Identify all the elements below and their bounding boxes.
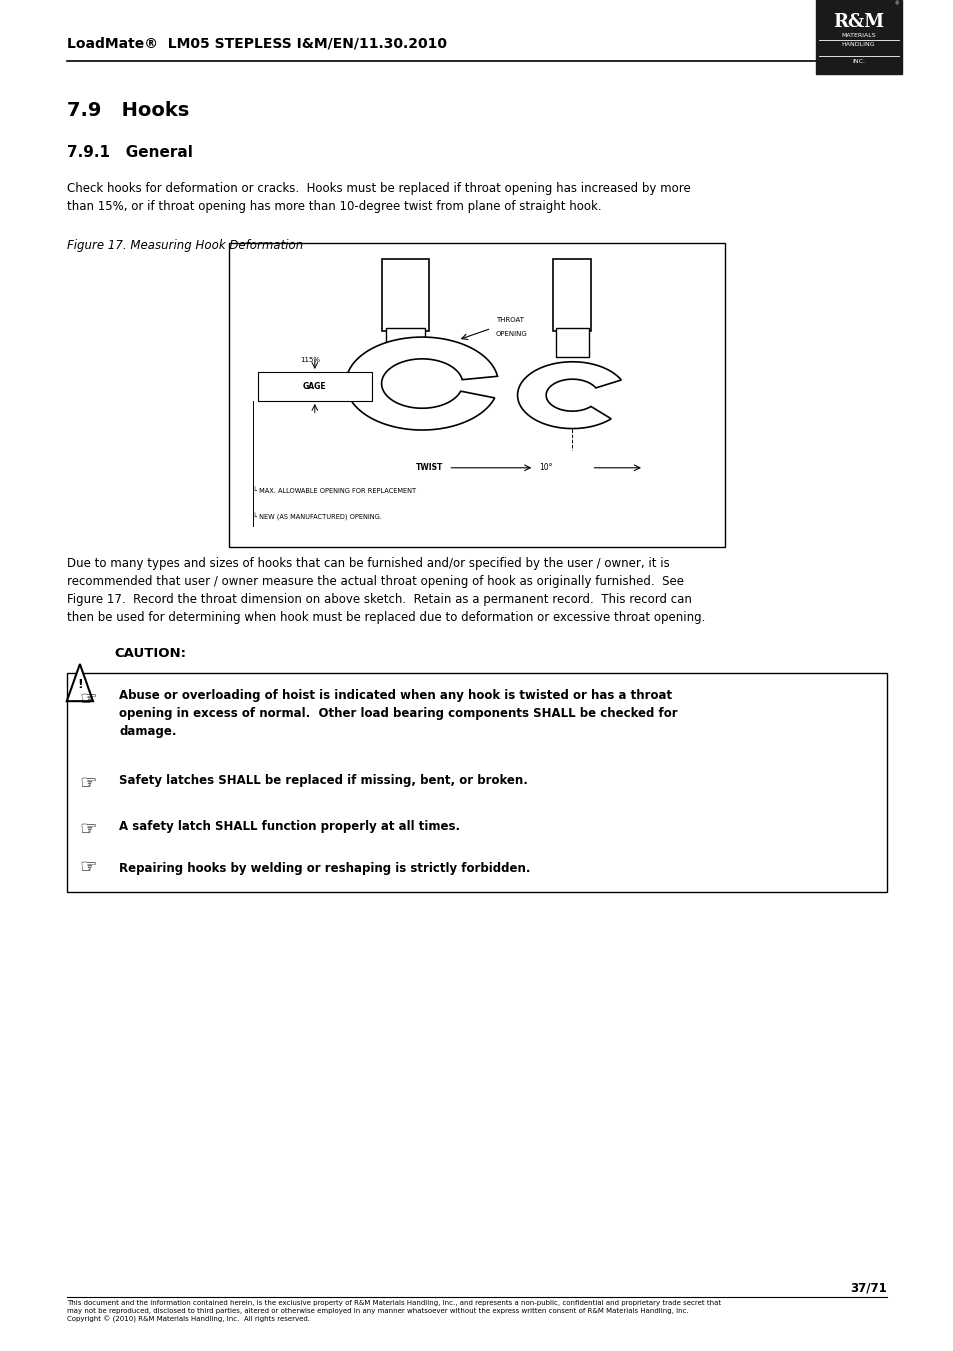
Text: └ NEW (AS MANUFACTURED) OPENING.: └ NEW (AS MANUFACTURED) OPENING. bbox=[253, 513, 381, 521]
Bar bbox=[553, 258, 591, 331]
FancyBboxPatch shape bbox=[815, 0, 901, 74]
Polygon shape bbox=[517, 362, 620, 428]
Text: CAUTION:: CAUTION: bbox=[114, 647, 186, 661]
Text: R&M: R&M bbox=[832, 14, 883, 31]
Text: Safety latches SHALL be replaced if missing, bent, or broken.: Safety latches SHALL be replaced if miss… bbox=[119, 774, 528, 788]
Text: HANDLING: HANDLING bbox=[841, 42, 875, 47]
Text: GAGE: GAGE bbox=[303, 382, 326, 390]
Text: LoadMate®  LM05 STEPLESS I&M/EN/11.30.2010: LoadMate® LM05 STEPLESS I&M/EN/11.30.201… bbox=[67, 36, 446, 50]
Text: TWIST: TWIST bbox=[416, 463, 443, 473]
Text: 7.9.1   General: 7.9.1 General bbox=[67, 145, 193, 159]
Text: OPENING: OPENING bbox=[496, 331, 527, 338]
Text: !: ! bbox=[77, 678, 83, 690]
Text: A safety latch SHALL function properly at all times.: A safety latch SHALL function properly a… bbox=[119, 820, 460, 834]
Text: 10°: 10° bbox=[538, 463, 552, 473]
Bar bbox=[381, 258, 429, 331]
Text: THROAT: THROAT bbox=[496, 316, 523, 323]
Bar bbox=[386, 328, 424, 358]
Text: Due to many types and sizes of hooks that can be furnished and/or specified by t: Due to many types and sizes of hooks tha… bbox=[67, 557, 704, 624]
Text: 37/71: 37/71 bbox=[849, 1281, 886, 1294]
Polygon shape bbox=[67, 665, 92, 701]
Text: 115%: 115% bbox=[300, 357, 319, 363]
Text: INC.: INC. bbox=[851, 59, 864, 65]
Text: MATERIALS: MATERIALS bbox=[841, 34, 875, 38]
Text: Abuse or overloading of hoist is indicated when any hook is twisted or has a thr: Abuse or overloading of hoist is indicat… bbox=[119, 689, 678, 738]
Text: ☞: ☞ bbox=[79, 820, 96, 839]
Text: ☞: ☞ bbox=[79, 774, 96, 793]
Bar bbox=[257, 372, 372, 401]
Bar bbox=[555, 328, 588, 358]
Text: Figure 17. Measuring Hook Deformation: Figure 17. Measuring Hook Deformation bbox=[67, 239, 303, 253]
Text: ®: ® bbox=[893, 1, 898, 7]
FancyBboxPatch shape bbox=[229, 243, 724, 547]
Text: └ MAX. ALLOWABLE OPENING FOR REPLACEMENT: └ MAX. ALLOWABLE OPENING FOR REPLACEMENT bbox=[253, 488, 416, 494]
FancyBboxPatch shape bbox=[67, 673, 886, 892]
Text: ☞: ☞ bbox=[79, 858, 96, 877]
Text: 7.9   Hooks: 7.9 Hooks bbox=[67, 101, 189, 120]
Text: Repairing hooks by welding or reshaping is strictly forbidden.: Repairing hooks by welding or reshaping … bbox=[119, 862, 530, 875]
Text: This document and the information contained herein, is the exclusive property of: This document and the information contai… bbox=[67, 1300, 720, 1323]
Text: Check hooks for deformation or cracks.  Hooks must be replaced if throat opening: Check hooks for deformation or cracks. H… bbox=[67, 182, 690, 213]
Polygon shape bbox=[346, 338, 497, 430]
Text: ☞: ☞ bbox=[79, 690, 96, 709]
